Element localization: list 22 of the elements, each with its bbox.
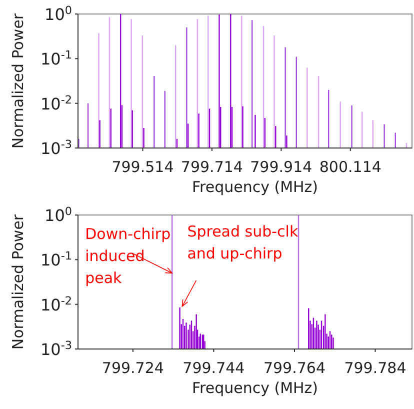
x-axis-title: Frequency (MHz): [192, 178, 318, 196]
x-tick-label: 799.914: [250, 158, 312, 176]
x-tick-label: 799.784: [344, 359, 406, 377]
y-tick-label: 10$^{0}$: [44, 204, 72, 225]
y-tick-label: 10$^{-1}$: [40, 249, 72, 270]
annotation: Spread sub-clk and up-chirp: [187, 222, 298, 262]
y-tick-label: 10$^{-2}$: [40, 92, 72, 114]
y-tick-label: 10$^{-1}$: [40, 48, 72, 69]
annotation: Down-chirp induced peak: [85, 225, 171, 288]
y-tick-label: 10$^{-2}$: [40, 294, 72, 314]
y-tick-label: 10$^{0}$: [44, 4, 72, 24]
x-tick-label: 799.514: [112, 158, 174, 176]
x-tick-label: 800.114: [319, 158, 382, 176]
x-tick-label: 799.744: [182, 359, 245, 377]
y-axis-title: Normalized Power: [9, 12, 27, 149]
x-tick-label: 799.714: [180, 158, 243, 176]
y-axis-title: Normalized Power: [9, 214, 27, 350]
x-tick-label: 799.764: [263, 359, 326, 377]
y-tick-label: 10$^{-3}$: [40, 138, 72, 158]
x-axis-title: Frequency (MHz): [192, 379, 318, 397]
y-tick-label: 10$^{-3}$: [40, 338, 72, 359]
x-tick-label: 799.724: [102, 359, 164, 377]
